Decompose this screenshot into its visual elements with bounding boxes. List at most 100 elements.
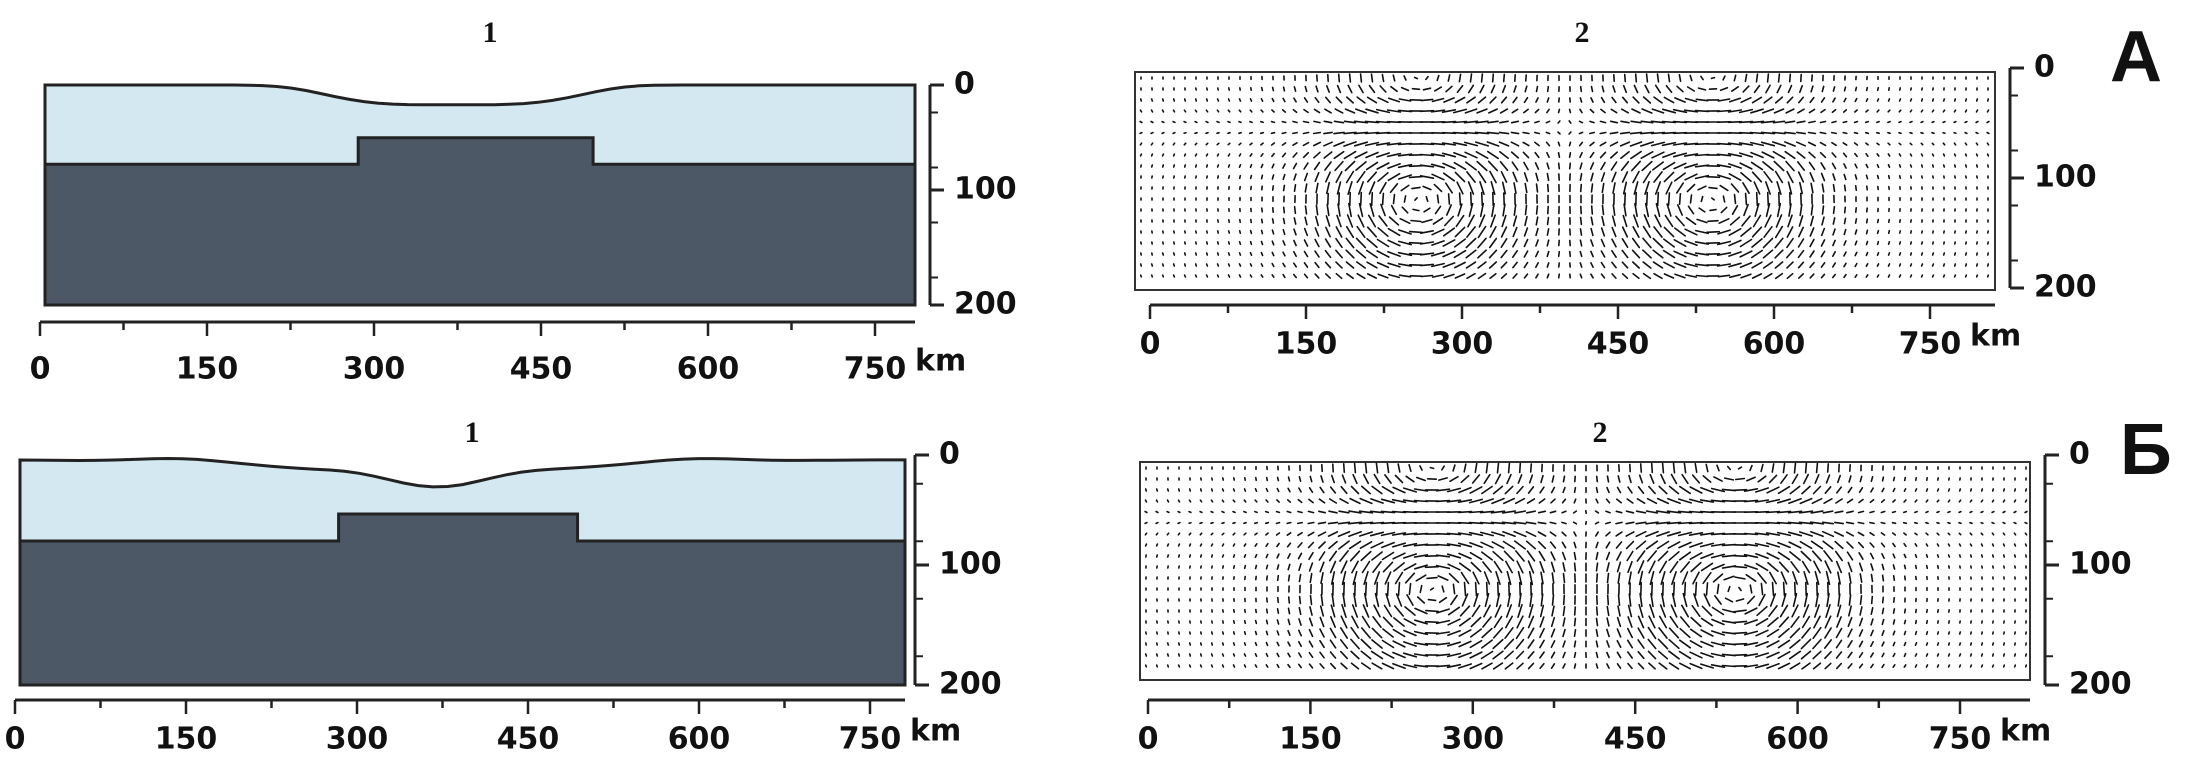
velocity-vector (1876, 109, 1880, 113)
velocity-vector (1452, 141, 1468, 147)
velocity-vector (1383, 604, 1393, 618)
velocity-vector (1326, 85, 1330, 93)
velocity-vector (1551, 594, 1555, 606)
velocity-vector (1429, 587, 1435, 591)
velocity-vector (1524, 182, 1528, 194)
velocity-vector (1177, 664, 1181, 668)
velocity-vector (1463, 463, 1467, 473)
velocity-vector (1630, 120, 1642, 124)
velocity-vector (1813, 560, 1821, 574)
velocity-vector (1707, 219, 1719, 223)
velocity-vector (1914, 641, 1918, 647)
velocity-vector (1466, 171, 1476, 183)
velocity-vector (1947, 543, 1951, 547)
velocity-vector (1632, 272, 1640, 280)
velocity-vector (1568, 108, 1572, 114)
velocity-vector (1958, 664, 1962, 668)
velocity-vector (1464, 108, 1478, 114)
velocity-vector (1430, 163, 1446, 169)
velocity-vector (1825, 603, 1831, 619)
velocity-vector (1612, 85, 1616, 93)
velocity-vector (1549, 510, 1557, 514)
velocity-vector (1824, 485, 1832, 495)
velocity-vector (1161, 252, 1165, 256)
velocity-vector (1647, 638, 1657, 650)
velocity-vector (1221, 521, 1225, 525)
velocity-vector (1687, 205, 1695, 215)
velocity-vector (2002, 488, 2006, 492)
velocity-vector (1843, 251, 1847, 257)
velocity-vector (1271, 152, 1275, 158)
velocity-vector (1876, 142, 1880, 146)
velocity-vector (2013, 653, 2017, 657)
velocity-vector (1551, 572, 1555, 584)
velocity-vector (1381, 551, 1395, 561)
velocity-vector (1308, 486, 1314, 494)
velocity-vector (1150, 109, 1154, 113)
velocity-vector (1765, 181, 1771, 195)
velocity-vector (1188, 653, 1192, 657)
velocity-vector (1743, 543, 1759, 547)
velocity-vector (1271, 229, 1275, 235)
velocity-vector (1359, 191, 1363, 207)
velocity-vector (1177, 554, 1181, 558)
velocity-vector (1646, 497, 1658, 505)
velocity-vector (1623, 203, 1627, 217)
velocity-vector (1776, 202, 1782, 218)
velocity-vector (1172, 131, 1176, 135)
velocity-vector (1651, 108, 1665, 114)
velocity-vector (1435, 554, 1451, 558)
velocity-vector (1371, 485, 1383, 495)
velocity-vector (1205, 120, 1209, 124)
velocity-vector (1499, 108, 1509, 114)
velocity-vector (1286, 542, 1292, 548)
velocity-vector (1358, 181, 1364, 195)
velocity-vector (1345, 237, 1355, 249)
velocity-vector (1964, 263, 1968, 267)
velocity-vector (1914, 532, 1918, 536)
velocity-vector (1677, 510, 1693, 514)
velocity-vector (1380, 531, 1396, 537)
velocity-vector (1824, 662, 1832, 670)
velocity-vector (1469, 662, 1483, 670)
velocity-vector (1958, 521, 1962, 525)
x-tick-label: 750 (839, 722, 902, 757)
velocity-vector (1467, 181, 1475, 195)
velocity-vector (1491, 202, 1495, 218)
velocity-vector (1537, 510, 1547, 514)
velocity-vector (1557, 108, 1561, 114)
velocity-vector (1831, 152, 1837, 158)
velocity-vector (1205, 252, 1209, 256)
velocity-vector (1958, 488, 1962, 492)
velocity-vector (1249, 109, 1253, 113)
velocity-vector (1832, 251, 1836, 258)
velocity-vector (1397, 240, 1413, 246)
velocity-vector (1728, 239, 1742, 247)
velocity-vector (1763, 96, 1773, 104)
velocity-vector (1518, 592, 1522, 608)
velocity-vector (1881, 476, 1885, 482)
velocity-vector (1690, 616, 1702, 628)
velocity-vector (1903, 630, 1907, 636)
velocity-vector (1594, 521, 1600, 525)
velocity-vector (1798, 521, 1814, 525)
velocity-vector (1260, 142, 1264, 146)
velocity-vector (1292, 152, 1298, 158)
velocity-vector (1749, 141, 1765, 147)
velocity-vector (1801, 485, 1811, 495)
velocity-vector (1243, 543, 1247, 547)
velocity-vector (1710, 641, 1726, 647)
velocity-vector (1491, 73, 1495, 83)
velocity-vector (1339, 497, 1349, 505)
velocity-vector (1914, 543, 1918, 547)
velocity-vector (1314, 96, 1320, 104)
velocity-vector (1869, 531, 1875, 537)
velocity-vector (1880, 532, 1886, 536)
velocity-vector (1931, 263, 1935, 267)
velocity-vector (1512, 250, 1518, 259)
velocity-vector (1708, 186, 1718, 190)
velocity-vector (1161, 164, 1165, 168)
velocity-vector (1749, 464, 1753, 472)
velocity-vector (1652, 261, 1664, 269)
velocity-vector (1689, 542, 1703, 548)
